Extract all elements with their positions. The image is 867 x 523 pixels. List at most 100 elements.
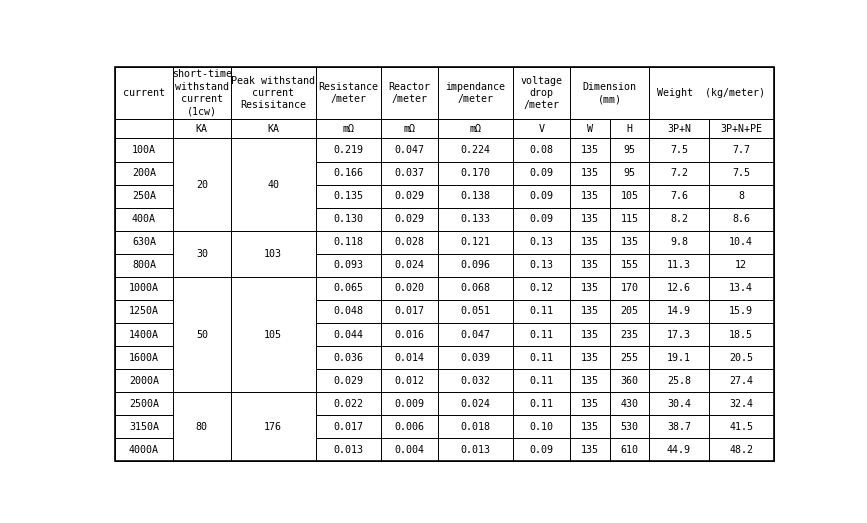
- Text: 0.08: 0.08: [530, 145, 553, 155]
- Bar: [570, 369, 610, 392]
- Text: 235: 235: [621, 329, 638, 339]
- Text: Reactor
/meter: Reactor /meter: [388, 82, 430, 104]
- Bar: [649, 119, 708, 139]
- Bar: [708, 415, 773, 438]
- Bar: [610, 162, 649, 185]
- Text: 135: 135: [581, 399, 599, 409]
- Bar: [708, 231, 773, 254]
- Text: 0.017: 0.017: [394, 306, 424, 316]
- Text: 0.093: 0.093: [333, 260, 363, 270]
- Bar: [570, 162, 610, 185]
- Bar: [708, 346, 773, 369]
- Bar: [173, 277, 231, 392]
- Text: 0.065: 0.065: [333, 283, 363, 293]
- Text: 7.6: 7.6: [670, 191, 688, 201]
- Bar: [231, 415, 316, 438]
- Bar: [708, 277, 773, 300]
- Text: 105: 105: [621, 191, 638, 201]
- Text: 30.4: 30.4: [667, 399, 691, 409]
- Bar: [115, 254, 173, 277]
- Bar: [173, 139, 231, 231]
- Bar: [513, 438, 570, 461]
- Text: 205: 205: [621, 306, 638, 316]
- Text: 3150A: 3150A: [129, 422, 159, 432]
- Bar: [649, 438, 708, 461]
- Bar: [115, 119, 173, 139]
- Bar: [316, 277, 381, 300]
- Bar: [381, 119, 438, 139]
- Bar: [316, 415, 381, 438]
- Bar: [231, 208, 316, 231]
- Text: 0.121: 0.121: [460, 237, 490, 247]
- Text: 48.2: 48.2: [729, 445, 753, 455]
- Bar: [173, 392, 231, 415]
- Bar: [570, 119, 610, 139]
- Bar: [231, 139, 316, 231]
- Bar: [610, 300, 649, 323]
- Bar: [115, 300, 173, 323]
- Bar: [513, 346, 570, 369]
- Bar: [513, 185, 570, 208]
- Text: 12: 12: [735, 260, 747, 270]
- Bar: [570, 139, 610, 162]
- Bar: [570, 323, 610, 346]
- Text: 155: 155: [621, 260, 638, 270]
- Text: 18.5: 18.5: [729, 329, 753, 339]
- Text: H: H: [626, 124, 632, 134]
- Text: 0.12: 0.12: [530, 283, 553, 293]
- Bar: [231, 254, 316, 277]
- Bar: [610, 277, 649, 300]
- Bar: [231, 119, 316, 139]
- Text: 20: 20: [196, 179, 208, 190]
- Bar: [708, 139, 773, 162]
- Bar: [173, 231, 231, 277]
- Text: Resistance
/meter: Resistance /meter: [318, 82, 378, 104]
- Bar: [513, 67, 570, 119]
- Bar: [381, 67, 438, 119]
- Text: 0.036: 0.036: [333, 353, 363, 362]
- Text: 0.11: 0.11: [530, 399, 553, 409]
- Text: mΩ: mΩ: [342, 124, 354, 134]
- Bar: [316, 139, 381, 162]
- Text: 4000A: 4000A: [129, 445, 159, 455]
- Text: 0.032: 0.032: [460, 376, 490, 385]
- Text: 0.024: 0.024: [394, 260, 424, 270]
- Bar: [513, 208, 570, 231]
- Bar: [513, 162, 570, 185]
- Text: 135: 135: [581, 260, 599, 270]
- Text: 10.4: 10.4: [729, 237, 753, 247]
- Bar: [316, 438, 381, 461]
- Bar: [115, 208, 173, 231]
- Bar: [115, 369, 173, 392]
- Bar: [231, 231, 316, 277]
- Bar: [381, 277, 438, 300]
- Text: 530: 530: [621, 422, 638, 432]
- Text: 0.022: 0.022: [333, 399, 363, 409]
- Text: 630A: 630A: [132, 237, 156, 247]
- Bar: [610, 185, 649, 208]
- Bar: [649, 208, 708, 231]
- Text: 135: 135: [581, 145, 599, 155]
- Text: 40: 40: [267, 179, 279, 190]
- Text: 135: 135: [581, 237, 599, 247]
- Bar: [438, 392, 513, 415]
- Bar: [438, 185, 513, 208]
- Text: 115: 115: [621, 214, 638, 224]
- Bar: [381, 415, 438, 438]
- Text: 3P+N+PE: 3P+N+PE: [720, 124, 762, 134]
- Bar: [513, 369, 570, 392]
- Bar: [173, 208, 231, 231]
- Text: 0.135: 0.135: [333, 191, 363, 201]
- Bar: [438, 67, 513, 119]
- Bar: [115, 392, 173, 415]
- Bar: [438, 277, 513, 300]
- Text: 0.029: 0.029: [394, 191, 424, 201]
- Bar: [438, 438, 513, 461]
- Text: 12.6: 12.6: [667, 283, 691, 293]
- Bar: [173, 119, 231, 139]
- Text: impendance
/meter: impendance /meter: [446, 82, 505, 104]
- Bar: [381, 208, 438, 231]
- Bar: [570, 346, 610, 369]
- Bar: [438, 415, 513, 438]
- Bar: [231, 392, 316, 461]
